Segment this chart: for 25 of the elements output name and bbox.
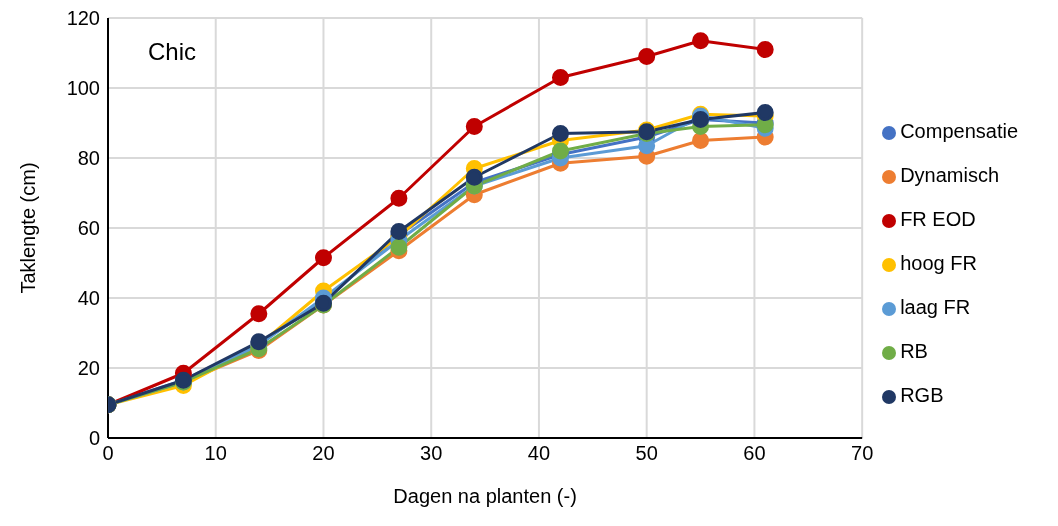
x-tick-label: 30	[420, 442, 443, 465]
x-tick-label: 70	[851, 442, 874, 465]
y-tick-label: 60	[77, 217, 100, 240]
x-tick-label: 0	[102, 442, 114, 465]
y-tick-label: 20	[77, 357, 100, 380]
legend-label: RGB	[900, 384, 944, 406]
legend-label: FR EOD	[900, 208, 976, 230]
legend-label: laag FR	[900, 296, 971, 318]
x-tick-label: 20	[312, 442, 335, 465]
legend-label: Compensatie	[900, 120, 1018, 142]
y-tick-label: 0	[88, 427, 100, 450]
y-tick-label: 80	[77, 147, 100, 170]
legend-label: Dynamisch	[900, 164, 1000, 186]
y-tick-label: 40	[77, 287, 100, 310]
x-tick-label: 40	[527, 442, 551, 465]
y-tick-label: 100	[66, 77, 100, 100]
legend-label: hoog FR	[900, 252, 977, 274]
annotation: Chic	[148, 38, 197, 66]
x-tick-label: 10	[204, 442, 227, 465]
y-axis-title: Taklengte (cm)	[17, 162, 40, 294]
legend-label: RB	[900, 340, 928, 362]
x-axis-title: Dagen na planten (-)	[393, 485, 577, 507]
x-tick-label: 50	[635, 442, 658, 465]
y-tick-label: 120	[66, 7, 100, 30]
x-tick-label: 60	[743, 442, 766, 465]
